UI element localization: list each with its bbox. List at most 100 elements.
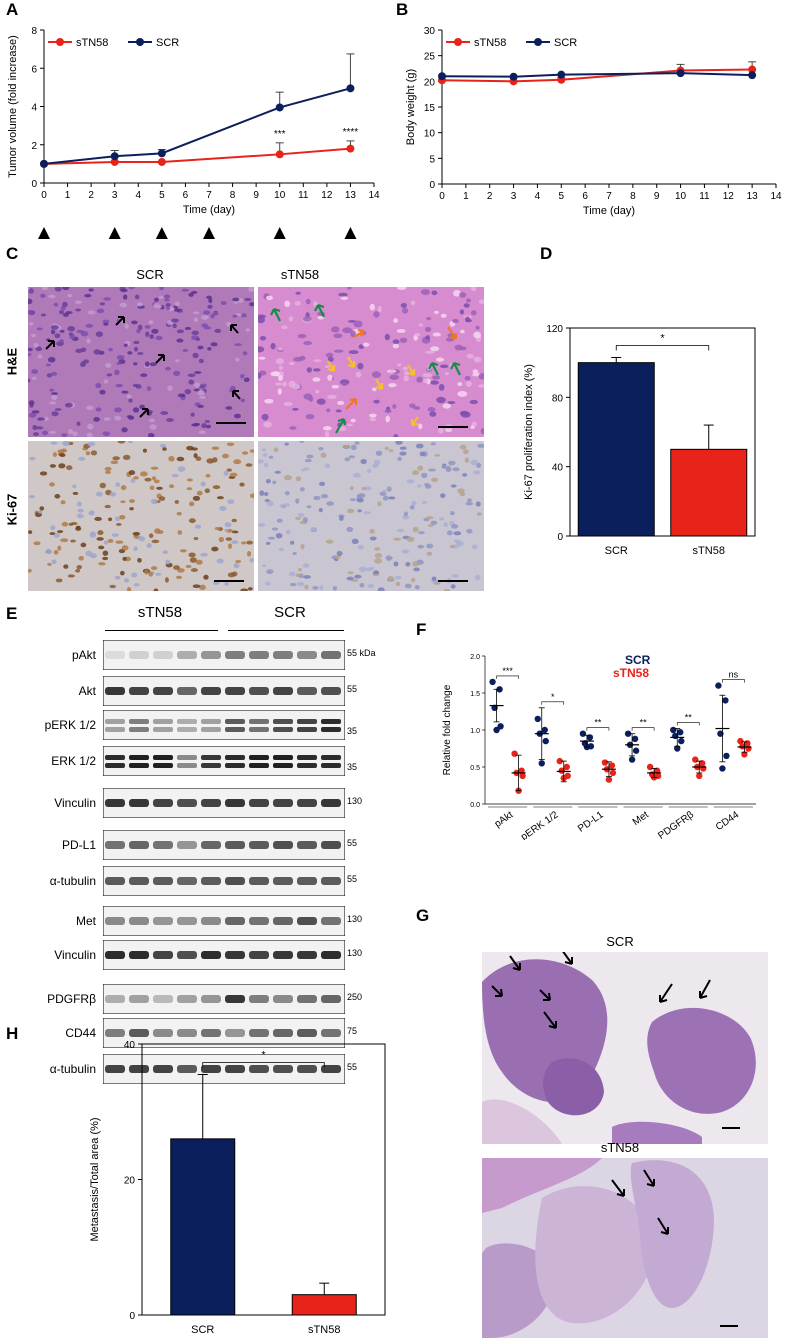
cell-nucleus: [85, 451, 91, 456]
cell-nucleus: [366, 468, 372, 473]
cell-nucleus: [393, 537, 402, 541]
cell-nucleus: [296, 581, 305, 587]
cell-nucleus: [188, 552, 196, 558]
cell-nucleus: [198, 430, 207, 434]
cell-nucleus: [397, 456, 402, 461]
cell-nucleus: [121, 390, 129, 394]
cell-nucleus: [295, 291, 301, 295]
band: [177, 1065, 197, 1073]
cell-nucleus: [28, 412, 37, 418]
band: [105, 841, 125, 849]
data-point-sTN58: [346, 144, 355, 153]
blot-label: pERK 1/2: [44, 718, 96, 732]
cell-nucleus: [207, 347, 212, 351]
cell-nucleus: [155, 335, 163, 341]
cell-nucleus: [51, 392, 58, 396]
cell-nucleus: [295, 476, 302, 482]
significance-label: ***: [502, 666, 513, 676]
cell-nucleus: [249, 302, 254, 307]
band: [297, 727, 317, 732]
cell-nucleus: [277, 374, 284, 382]
cell-nucleus: [96, 537, 104, 541]
data-point-SCR: [579, 730, 587, 737]
cell-nucleus: [261, 413, 269, 421]
band: [273, 1029, 293, 1037]
cell-nucleus: [388, 449, 394, 453]
cell-nucleus: [306, 454, 314, 459]
cell-nucleus: [171, 474, 179, 478]
blot-strip: [103, 710, 345, 740]
cell-nucleus: [471, 544, 478, 550]
band: [177, 995, 197, 1003]
band: [129, 763, 149, 768]
legend-label: SCR: [554, 37, 577, 49]
scr-column-title: SCR: [136, 267, 164, 282]
cell-nucleus: [97, 530, 104, 536]
cell-nucleus: [61, 521, 69, 527]
band: [177, 799, 197, 807]
band: [153, 877, 173, 885]
cell-nucleus: [51, 559, 57, 565]
molecular-weight-label: 35: [347, 762, 358, 772]
band: [177, 727, 197, 732]
blot-label: ERK 1/2: [51, 754, 96, 768]
cell-nucleus: [89, 553, 98, 559]
cell-nucleus: [54, 287, 62, 292]
cell-nucleus: [144, 477, 152, 482]
band: [153, 763, 173, 768]
data-point-SCR: [489, 678, 496, 686]
cell-nucleus: [117, 441, 126, 444]
band: [153, 719, 173, 724]
y-tick-label: 20: [424, 77, 436, 88]
cell-nucleus: [284, 474, 292, 481]
cell-nucleus: [278, 547, 285, 552]
cell-nucleus: [462, 473, 468, 477]
data-point-SCR: [677, 729, 684, 736]
y-tick-label: 6: [31, 64, 37, 75]
cell-nucleus: [96, 491, 103, 497]
cell-nucleus: [426, 551, 433, 556]
cell-nucleus: [37, 510, 43, 514]
cell-nucleus: [177, 568, 185, 573]
band: [225, 1029, 245, 1037]
cell-nucleus: [176, 575, 183, 579]
cell-nucleus: [246, 551, 252, 557]
cell-nucleus: [185, 564, 192, 569]
legend-marker: [454, 38, 462, 46]
data-point-sTN58: [741, 751, 748, 758]
data-point-SCR: [110, 152, 119, 161]
cell-nucleus: [459, 444, 467, 450]
bar-SCR: [577, 362, 655, 537]
cell-nucleus: [182, 348, 189, 353]
cell-nucleus: [322, 426, 332, 431]
cell-nucleus: [115, 482, 121, 487]
band: [297, 877, 317, 885]
cell-nucleus: [188, 518, 196, 524]
cell-nucleus: [369, 413, 377, 418]
cell-nucleus: [128, 398, 133, 403]
cell-nucleus: [37, 417, 46, 421]
cell-nucleus: [262, 453, 268, 457]
cell-nucleus: [53, 550, 59, 555]
cell-nucleus: [282, 381, 288, 387]
cell-nucleus: [325, 365, 330, 369]
blot-label: CD44: [65, 1026, 96, 1040]
cell-nucleus: [68, 332, 74, 336]
cell-nucleus: [406, 536, 415, 543]
x-tick-label: 0: [41, 190, 47, 201]
molecular-weight-label: 55: [347, 1062, 358, 1072]
cell-nucleus: [299, 441, 305, 443]
cell-nucleus: [397, 363, 402, 367]
cell-nucleus: [324, 463, 331, 469]
cell-nucleus: [452, 318, 459, 324]
cell-nucleus: [399, 337, 408, 343]
legend-label: sTN58: [474, 37, 506, 49]
data-point-sTN58: [609, 769, 617, 777]
cell-nucleus: [350, 444, 357, 451]
data-point-SCR: [541, 726, 548, 734]
y-tick-label: 80: [552, 393, 564, 404]
cell-nucleus: [393, 318, 399, 324]
cell-nucleus: [133, 476, 139, 480]
cell-nucleus: [105, 362, 112, 368]
cell-nucleus: [28, 400, 35, 406]
